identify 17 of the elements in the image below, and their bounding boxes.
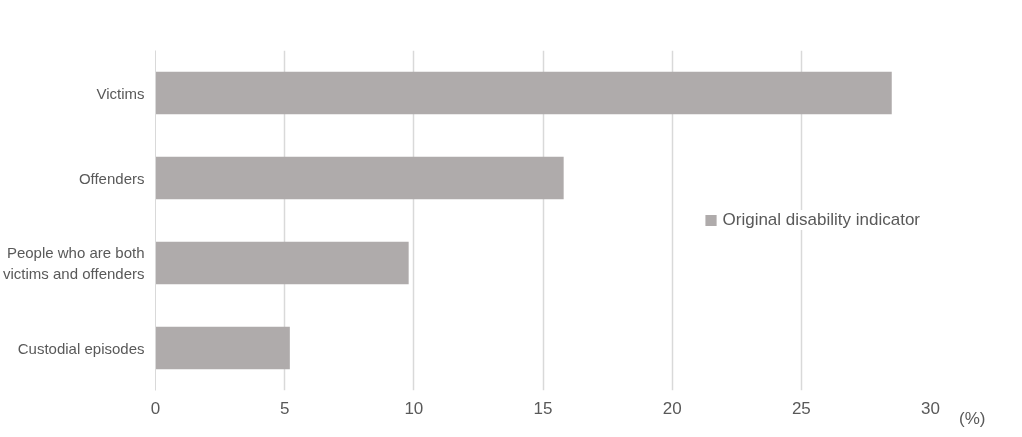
- y-tick-label: Victims: [96, 84, 145, 102]
- bar: [155, 241, 409, 285]
- x-tick-label: 30: [921, 398, 940, 418]
- y-tick-label: Custodial episodes: [17, 339, 145, 357]
- legend-label: Original disability indicator: [722, 210, 920, 230]
- bar: [155, 156, 564, 200]
- x-tick-label: 25: [791, 398, 811, 418]
- x-tick-label: 10: [404, 398, 424, 418]
- x-tick-label: 0: [150, 398, 161, 418]
- bar: [155, 326, 290, 370]
- bar: [155, 71, 892, 115]
- x-axis-title: (%): [959, 408, 986, 428]
- y-tick-label: Offenders: [78, 169, 145, 187]
- x-tick-label: 5: [279, 398, 290, 418]
- y-tick-label: People who are both victims and offenders: [3, 244, 145, 282]
- x-tick-label: 20: [662, 398, 682, 418]
- x-tick-label: 15: [533, 398, 553, 418]
